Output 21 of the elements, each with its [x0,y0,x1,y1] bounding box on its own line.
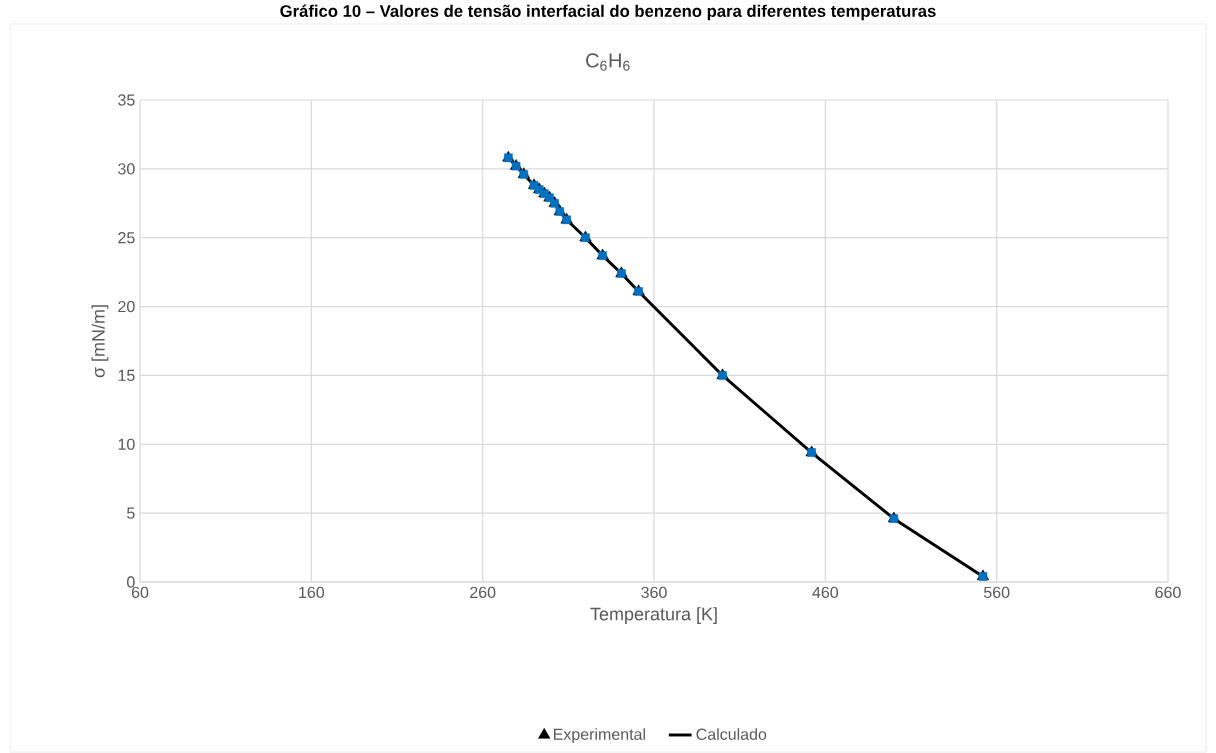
x-tick-label: 660 [1155,586,1181,599]
legend-label: Experimental [553,728,645,744]
x-tick-label: 460 [812,586,839,599]
x-axis-title: Temperatura [K] [590,607,717,624]
y-tick-label: 5 [127,507,135,519]
y-tick-label: 30 [118,163,135,175]
chart-subtitle: C$_{6}$H$_{6}$ [586,53,630,71]
y-tick-label: 35 [118,94,135,106]
chart-title: Gráfico 10 – Valores de tensão interfacial do benzeno para diferentes temperaturas [280,4,936,21]
y-tick-label: 20 [118,300,135,313]
x-tick-label: 160 [299,586,325,599]
x-tick-label: 260 [470,586,496,599]
x-tick-label: 60 [131,586,149,599]
y-tick-label: 15 [118,369,135,381]
y-tick-label: 10 [118,438,135,450]
y-tick-label: 0 [127,576,135,588]
x-tick-label: 560 [983,586,1010,599]
y-tick-label: 25 [118,232,135,244]
y-axis-title: σ [mN/m] [91,305,109,378]
legend-label: Calculado [696,728,767,740]
x-tick-label: 360 [641,586,667,599]
